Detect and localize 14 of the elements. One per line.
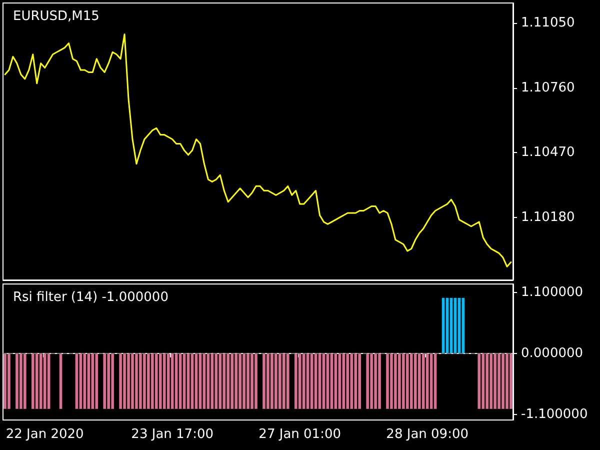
y-tick-label: 1.10760 xyxy=(521,80,575,96)
line-series xyxy=(4,34,512,268)
y-tick-label: 1.10180 xyxy=(521,210,575,225)
y-tick-label: 1.100000 xyxy=(521,284,584,300)
x-tick-label: 27 Jan 01:00 xyxy=(258,427,341,442)
x-tick-label: 28 Jan 09:00 xyxy=(386,427,468,442)
y-tick-label: 0.000000 xyxy=(521,346,584,361)
chart-title: EURUSD,M15 xyxy=(13,9,100,24)
y-tick-label: 1.10470 xyxy=(521,145,575,160)
x-tick-label: 22 Jan 2020 xyxy=(6,427,84,442)
y-tick-label: 1.11050 xyxy=(521,16,575,31)
y-tick-label: -1.100000 xyxy=(521,406,588,422)
x-tick-label: 23 Jan 17:00 xyxy=(131,427,214,442)
text: Rsi filter (14) -1.000000 xyxy=(13,290,168,305)
